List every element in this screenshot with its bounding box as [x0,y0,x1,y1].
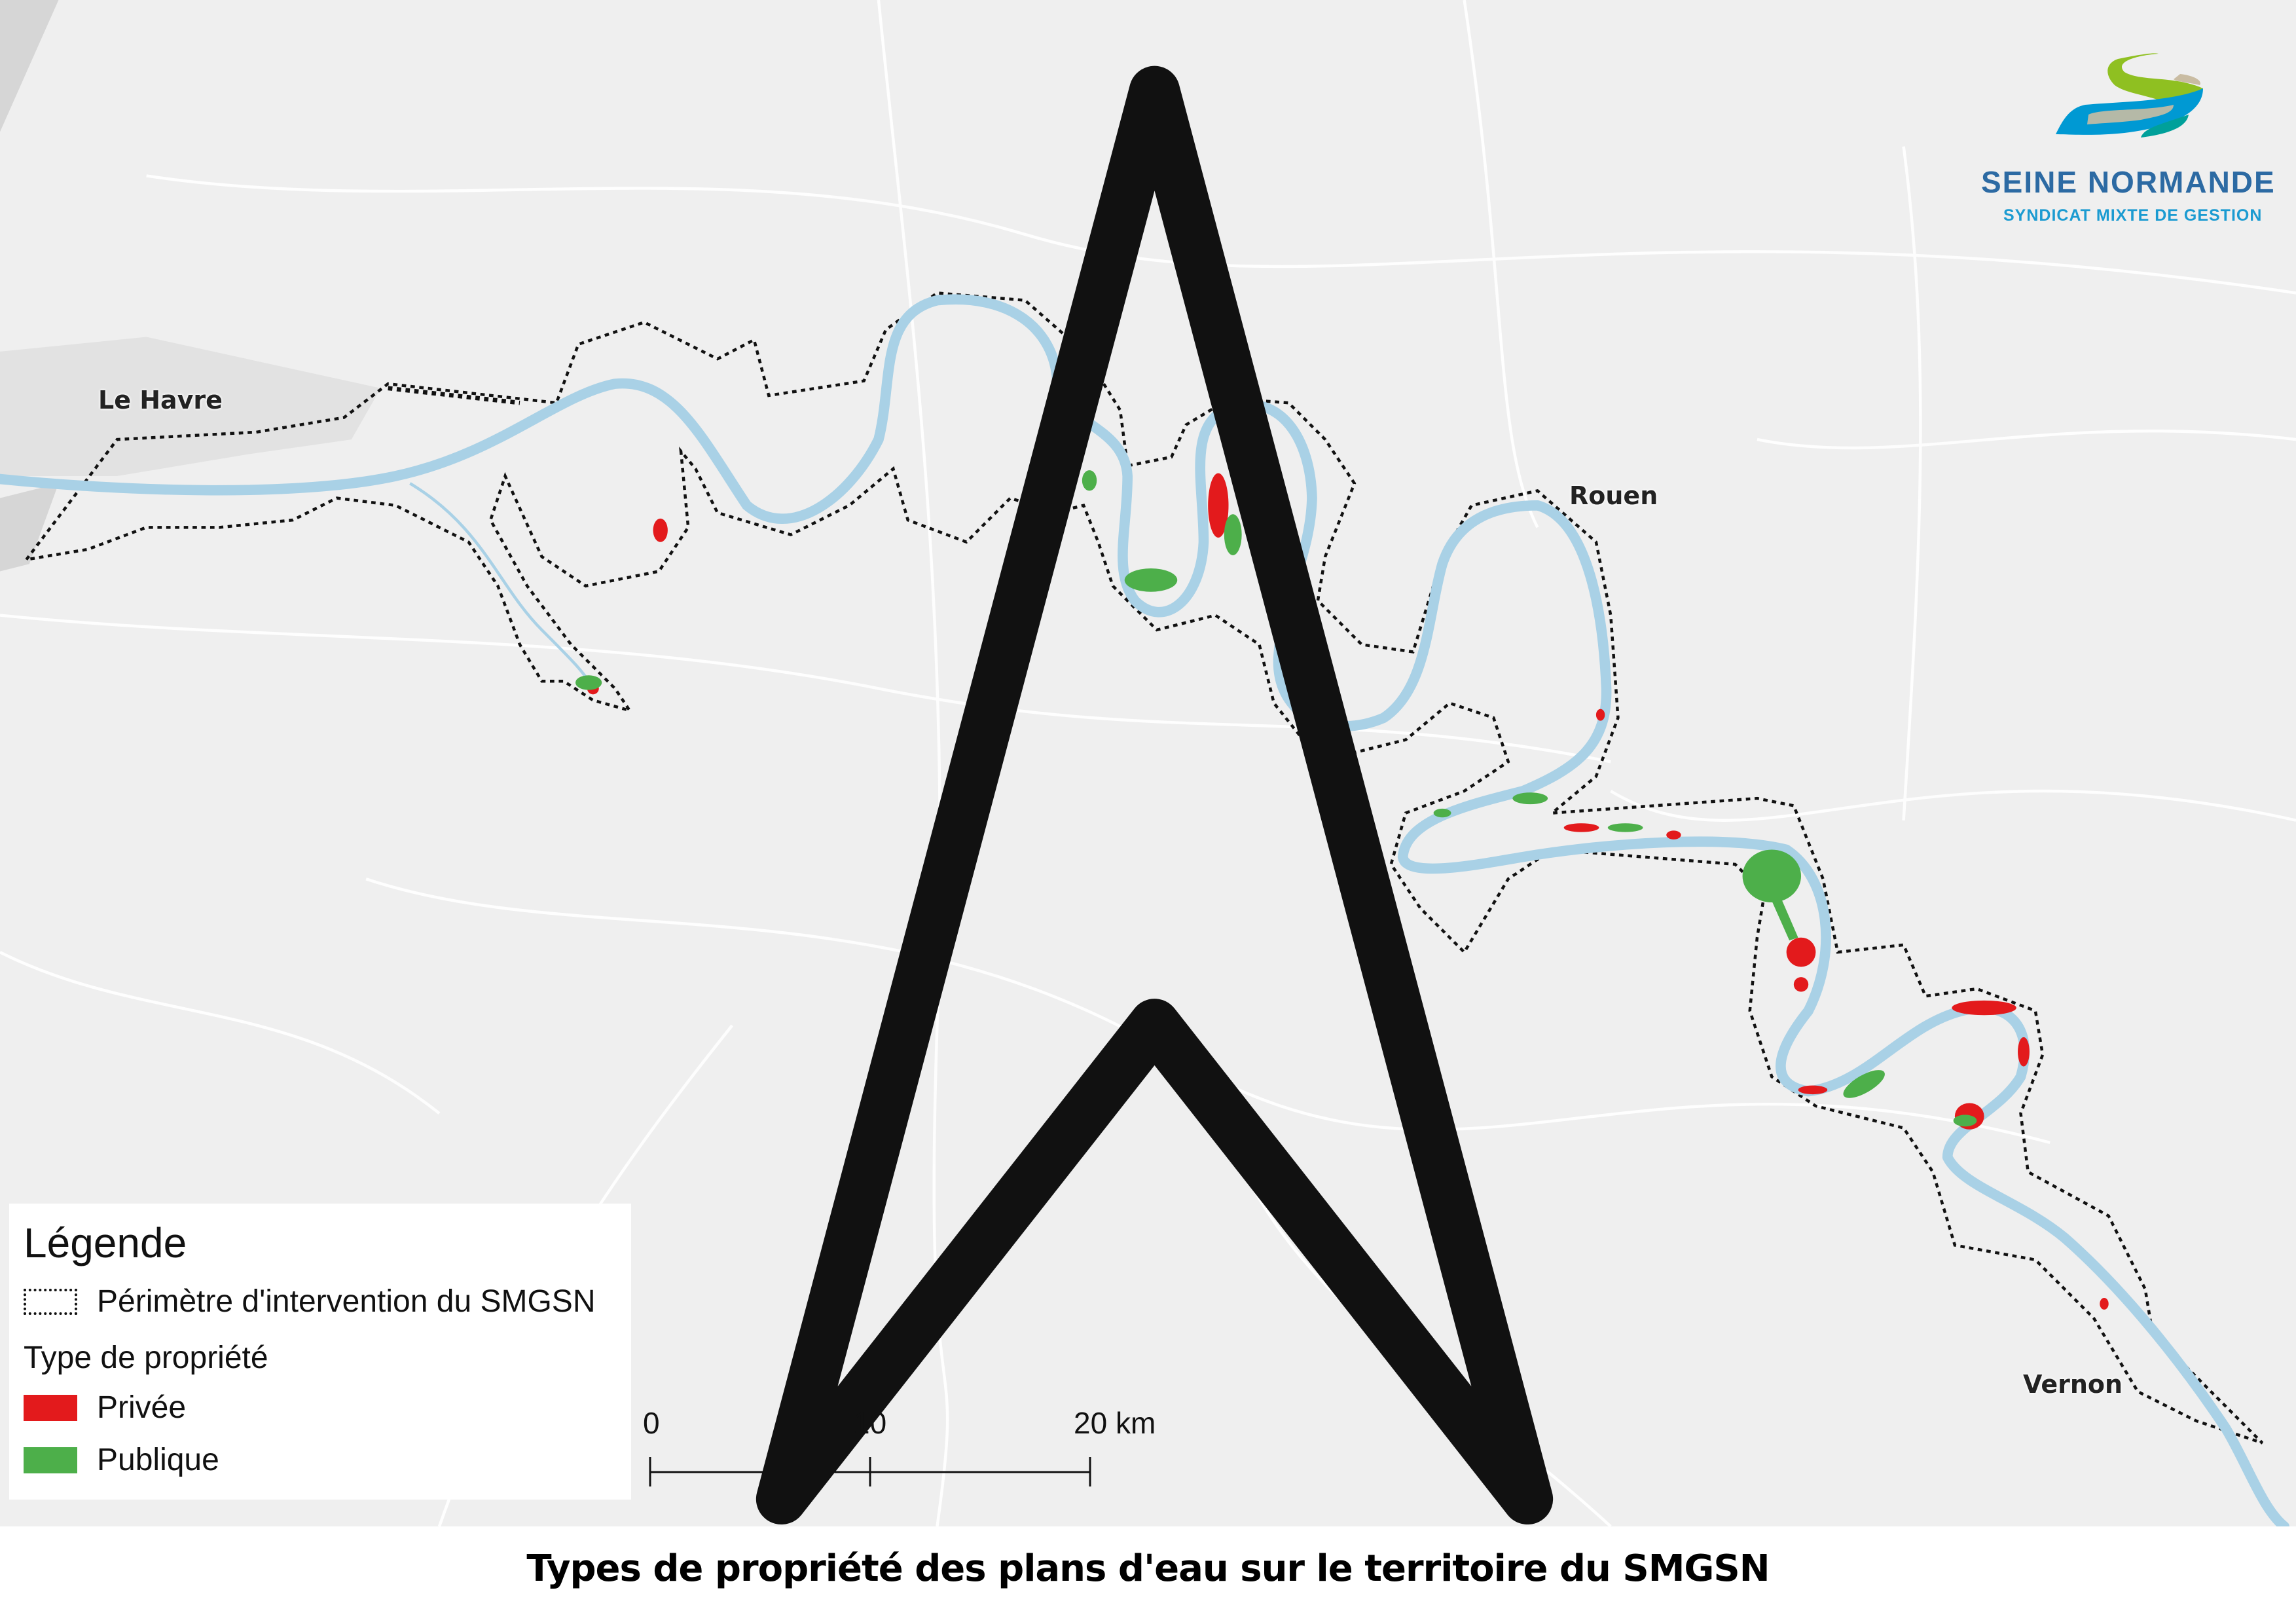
scale-bar: 0 10 20 km [643,1406,1156,1500]
plan-eau-publique [1224,514,1242,555]
logo-subtitle: SYNDICAT MIXTE DE GESTION [2003,206,2263,225]
plan-eau-privee [1952,1000,2016,1016]
plan-eau-publique [1607,823,1643,832]
plan-eau-publique [1843,1070,1885,1098]
city-label-rouen: Rouen [1569,481,1658,510]
scale-label-10: 10 [853,1406,887,1440]
plan-eau-publique [1953,1115,1977,1127]
tributary [409,482,594,690]
smgsn-perimeter [23,291,2264,1445]
map-title: Types de propriété des plans d'eau sur l… [526,1547,1770,1590]
legend: Légende Périmètre d'intervention du SMGS… [9,1204,631,1500]
plan-eau-privee [1666,830,1681,840]
plan-eau-publique [1772,893,1798,941]
city-label-vernon: Vernon [2023,1370,2123,1399]
city-label-le-havre: Le Havre [98,386,223,415]
plan-eau-privee [653,518,668,542]
plan-eau-publique [575,675,602,690]
legend-group-label: Type de propriété [24,1340,268,1375]
legend-item-publique: Publique [24,1442,219,1479]
plan-eau-publique [1082,470,1097,491]
legend-label: Publique [97,1443,219,1477]
plan-eau-publique [1433,808,1451,818]
legend-item-perimeter: Périmètre d'intervention du SMGSN [24,1283,595,1320]
logo-name: SEINE NORMANDE [1981,165,2276,199]
scale-line [649,1457,1091,1486]
plan-eau-privee [1563,823,1599,832]
logo-ribbon-icon [2056,53,2203,138]
plan-eau-privee [1595,709,1605,721]
plan-eau-publique [1124,568,1178,592]
roads [0,0,2296,1526]
scale-label-0: 0 [643,1406,660,1440]
plan-eau-publique [1512,792,1548,805]
map-canvas[interactable]: Le Havre Rouen Vernon SEINE NORMANDE SYN… [0,0,2296,1526]
legend-title: Légende [24,1219,187,1266]
legend-item-privee: Privée [24,1390,186,1426]
water-bodies-publique [575,470,1977,1127]
privee-swatch [24,1395,77,1421]
plan-eau-privee [1793,977,1809,992]
scale-label-20: 20 km [1074,1406,1156,1440]
map-svg [0,0,2296,1526]
plan-eau-privee [2018,1037,2030,1067]
legend-label: Privée [97,1390,187,1425]
north-arrow-icon [756,65,1554,1525]
plan-eau-privee [1798,1085,1828,1095]
perimeter-swatch [24,1289,77,1315]
plan-eau-privee [1208,473,1229,538]
publique-swatch [24,1447,77,1473]
plan-eau-publique [1742,849,1802,903]
seine-normande-logo: SEINE NORMANDE SYNDICAT MIXTE DE GESTION [1977,36,2274,239]
plan-eau-privee [1786,937,1816,967]
legend-label: Périmètre d'intervention du SMGSN [97,1284,596,1319]
plan-eau-privee [2100,1298,2109,1310]
legend-group-title: Type de propriété [24,1340,268,1376]
port-area [0,337,381,477]
sea-area [0,0,59,572]
